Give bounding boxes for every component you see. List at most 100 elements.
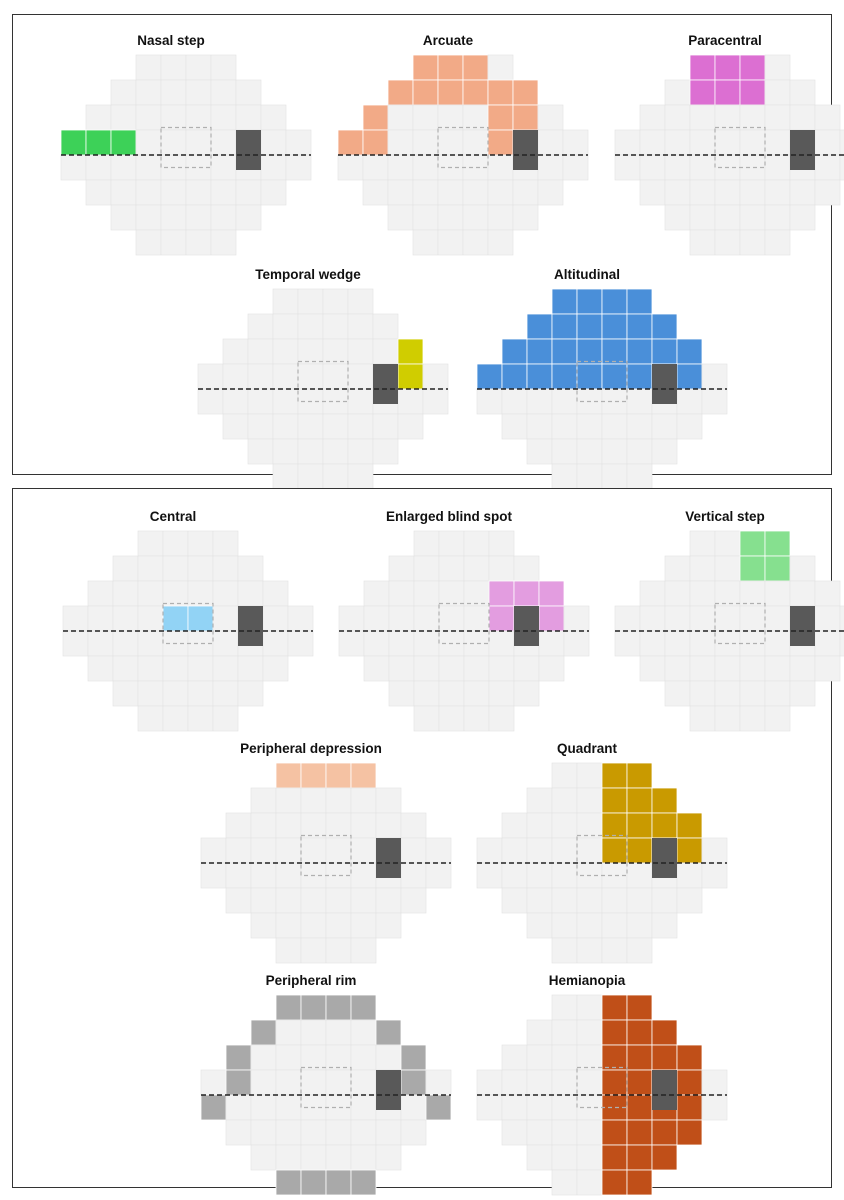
- field-cell: [413, 555, 440, 582]
- field-cell: [247, 363, 274, 390]
- field-cell: [413, 630, 440, 657]
- field-cell: [237, 655, 264, 682]
- defect-cell: [300, 762, 327, 789]
- field-cell: [272, 388, 299, 415]
- field-cell: [676, 388, 703, 415]
- field-cell: [664, 129, 691, 156]
- field-cell: [210, 129, 237, 156]
- defect-cell: [676, 363, 703, 390]
- field-cell: [413, 705, 440, 732]
- field-cell: [412, 154, 439, 181]
- field-cell: [135, 204, 162, 231]
- field-cell: [185, 79, 212, 106]
- field-cell: [526, 388, 553, 415]
- field-cell: [488, 630, 515, 657]
- field-cell: [112, 580, 139, 607]
- defect-cell: [400, 1044, 427, 1071]
- field-cell: [322, 438, 349, 465]
- field-cell: [512, 179, 539, 206]
- field-cell: [237, 680, 264, 707]
- field-cell: [372, 313, 399, 340]
- field-cell: [388, 655, 415, 682]
- field-cell: [212, 555, 239, 582]
- field-cell: [651, 438, 678, 465]
- field-cell: [400, 887, 427, 914]
- field-cell: [689, 630, 716, 657]
- figure-title: Altitudinal: [554, 267, 620, 282]
- defect-cell: [601, 994, 628, 1021]
- defect-cell: [739, 54, 766, 81]
- defect-cell: [397, 363, 424, 390]
- defect-cell: [487, 104, 514, 131]
- field-cell: [639, 580, 666, 607]
- field-cell: [197, 363, 224, 390]
- defect-cell: [488, 580, 515, 607]
- field-cell: [576, 887, 603, 914]
- defect-cell: [250, 1019, 277, 1046]
- field-cell: [300, 1144, 327, 1171]
- field-cell: [250, 862, 277, 889]
- field-cell: [325, 1069, 352, 1096]
- field-cell: [250, 887, 277, 914]
- field-cell: [563, 630, 590, 657]
- field-cell: [422, 363, 449, 390]
- field-cell: [210, 229, 237, 256]
- field-cell: [463, 705, 490, 732]
- field-cell: [412, 179, 439, 206]
- field-cell: [375, 912, 402, 939]
- field-cell: [250, 912, 277, 939]
- field-cell: [501, 1069, 528, 1096]
- defect-cell: [626, 787, 653, 814]
- defect-cell: [512, 104, 539, 131]
- defect-cell: [576, 363, 603, 390]
- field-cell: [526, 812, 553, 839]
- defect-cell: [651, 1144, 678, 1171]
- defect-cell: [601, 288, 628, 315]
- field-cell: [212, 605, 239, 632]
- field-cell: [576, 1119, 603, 1146]
- field-cell: [463, 605, 490, 632]
- field-cell: [387, 154, 414, 181]
- field-cell: [363, 655, 390, 682]
- field-cell: [135, 154, 162, 181]
- defect-cell: [337, 129, 364, 156]
- field-grid-svg: [476, 288, 728, 490]
- figure-title: Temporal wedge: [255, 267, 361, 282]
- defect-cell: [689, 54, 716, 81]
- field-cell: [689, 580, 716, 607]
- field-cell: [739, 229, 766, 256]
- field-cell: [272, 438, 299, 465]
- field-cell: [388, 580, 415, 607]
- field-cell: [275, 1044, 302, 1071]
- field-cell: [412, 129, 439, 156]
- defect-cell: [676, 1044, 703, 1071]
- field-cell: [275, 1144, 302, 1171]
- field-grid-svg: [476, 762, 728, 964]
- defect-cell: [651, 1019, 678, 1046]
- field-cell: [222, 338, 249, 365]
- field-cell: [839, 630, 844, 657]
- field-cell: [325, 1144, 352, 1171]
- defect-cell: [714, 54, 741, 81]
- field-cell: [626, 438, 653, 465]
- field-cell: [87, 655, 114, 682]
- field-cell: [397, 413, 424, 440]
- field-cell: [413, 605, 440, 632]
- defect-cell: [626, 1019, 653, 1046]
- field-cell: [260, 154, 287, 181]
- fixation-box: [576, 1066, 628, 1109]
- defect-cell: [739, 530, 766, 557]
- field-cell: [187, 705, 214, 732]
- field-cell: [689, 129, 716, 156]
- field-cell: [325, 787, 352, 814]
- field-cell: [347, 463, 374, 490]
- defect-cell: [676, 837, 703, 864]
- field-cell: [437, 104, 464, 131]
- field-cell: [689, 680, 716, 707]
- field-cell: [689, 104, 716, 131]
- field-cell: [689, 229, 716, 256]
- field-cell: [626, 463, 653, 490]
- field-cell: [185, 129, 212, 156]
- field-cell: [501, 1044, 528, 1071]
- defect-cell: [425, 1094, 452, 1121]
